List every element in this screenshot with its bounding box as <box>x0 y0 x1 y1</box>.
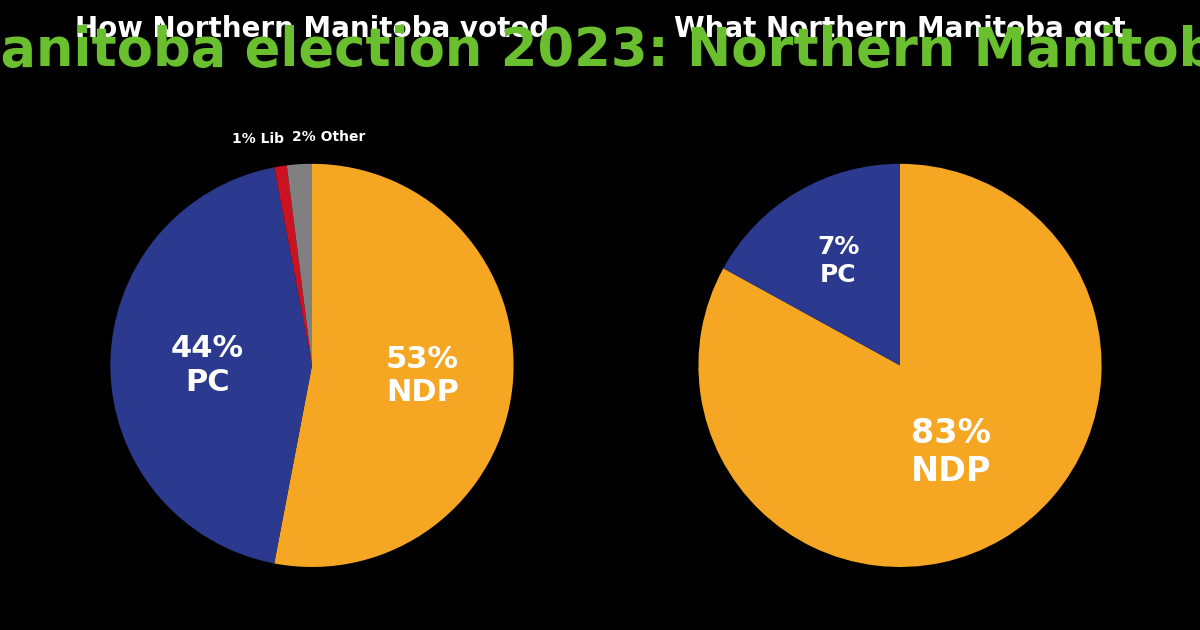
Wedge shape <box>698 164 1102 567</box>
Text: 7%
PC: 7% PC <box>817 236 859 287</box>
Wedge shape <box>275 164 514 567</box>
Text: 53%
NDP: 53% NDP <box>386 345 458 407</box>
Wedge shape <box>287 164 312 365</box>
Text: 2% Other: 2% Other <box>292 130 365 144</box>
Text: 44%
PC: 44% PC <box>170 334 244 397</box>
Wedge shape <box>724 164 900 365</box>
Wedge shape <box>110 168 312 563</box>
Text: 1% Lib: 1% Lib <box>232 132 283 146</box>
Text: Manitoba election 2023: Northern Manitoba: Manitoba election 2023: Northern Manitob… <box>0 25 1200 77</box>
Wedge shape <box>275 166 312 365</box>
Title: What Northern Manitoba got: What Northern Manitoba got <box>674 14 1126 43</box>
Text: 83%
NDP: 83% NDP <box>911 416 991 488</box>
Title: How Northern Manitoba voted: How Northern Manitoba voted <box>74 14 550 43</box>
